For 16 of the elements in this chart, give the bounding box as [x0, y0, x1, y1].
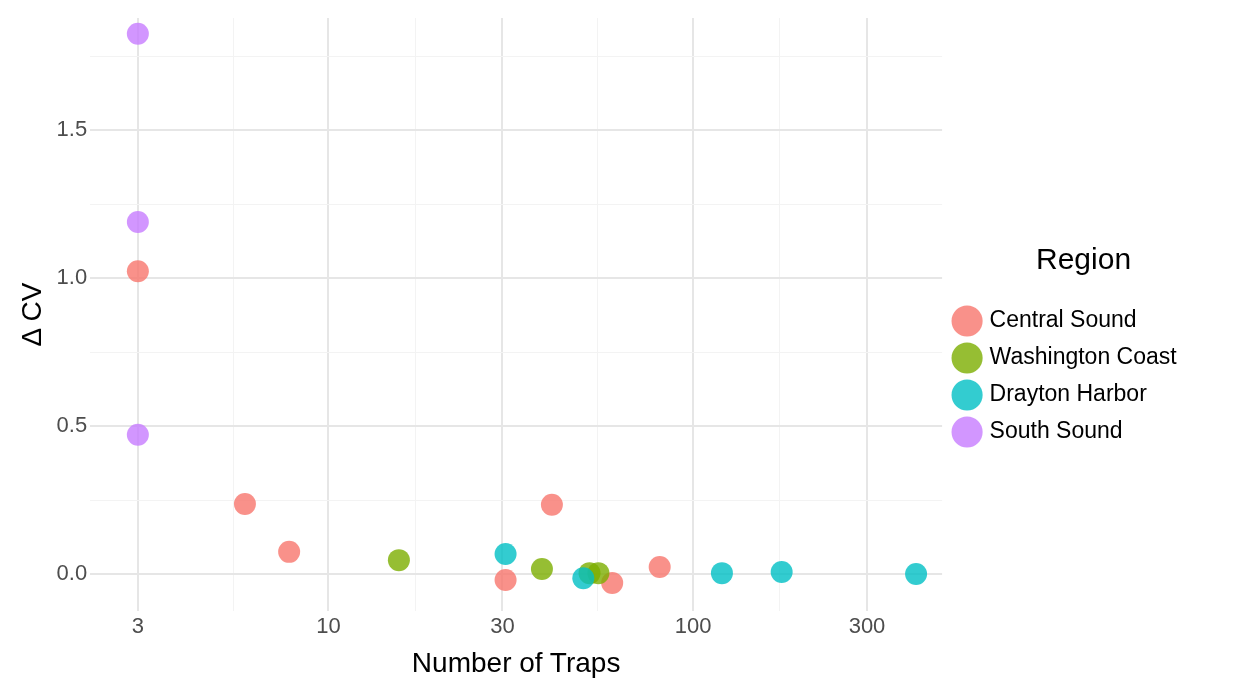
y-tick-label: 1.0 [56, 264, 88, 290]
y-axis-title: Δ CV [15, 282, 47, 347]
x-tick-label: 100 [674, 613, 712, 639]
x-tick-label: 30 [490, 613, 515, 639]
y-tick-label: 0.5 [56, 412, 88, 438]
legend-title: Region [1036, 241, 1132, 275]
y-tick-label: 0.0 [56, 560, 88, 586]
legend-label: South Sound [989, 417, 1161, 444]
y-tick-label: 1.5 [56, 116, 88, 142]
legend-label: Drayton Harbor [989, 380, 1186, 407]
legend-label: Central Sound [989, 306, 1175, 333]
x-tick-label: 10 [316, 613, 341, 639]
x-axis-title: Number of Traps [411, 646, 621, 678]
x-tick-label: 300 [848, 613, 886, 639]
legend-label: Washington Coast [989, 343, 1215, 370]
x-tick-label: 3 [131, 613, 144, 639]
